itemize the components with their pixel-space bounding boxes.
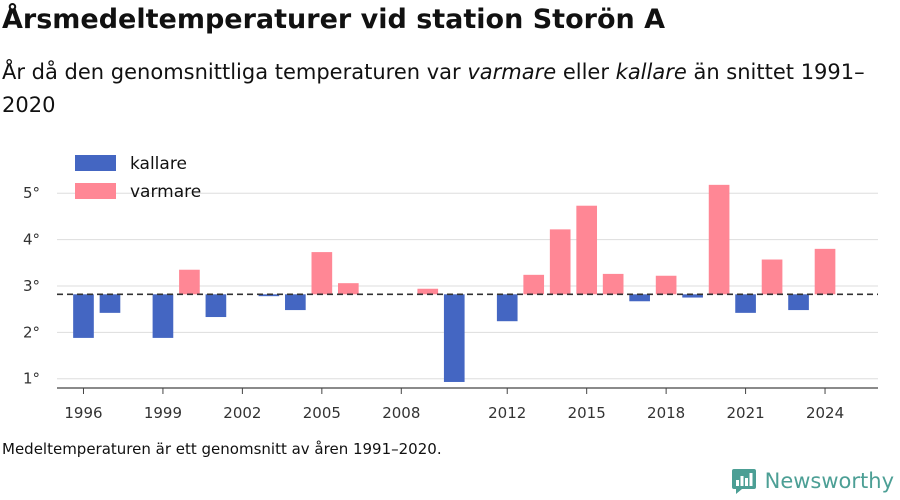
bar-kallare [258,294,280,297]
x-tick-label: 2002 [223,404,261,422]
chart-title: Årsmedeltemperaturer vid station Storön … [2,4,666,35]
brand-name: Newsworthy [764,469,894,493]
y-tick-label: 1° [23,370,40,388]
x-tick-label: 2008 [382,404,420,422]
y-tick-label: 5° [23,184,40,202]
bar-kallare [99,294,121,313]
y-tick-label: 2° [23,323,40,341]
bar-kallare [443,294,465,382]
legend-label-varmare: varmare [130,182,201,202]
x-tick-label: 2012 [488,404,526,422]
legend-label-kallare: kallare [130,154,187,174]
x-tick-label: 2024 [806,404,844,422]
bar-kallare [735,294,756,313]
subtitle-warmer-word: varmare [467,60,557,84]
brand-logo: Newsworthy [731,467,894,495]
bar-kallare [629,294,650,302]
bar-kallare [496,294,518,322]
bar-kallare [682,294,703,298]
bar-kallare [205,294,227,318]
footnote: Medeltemperaturen är ett genomsnitt av å… [2,440,442,458]
bar-varmare [576,205,598,295]
bar-varmare [814,248,836,295]
x-tick-label: 2005 [303,404,341,422]
chart-subtitle: År då den genomsnittliga temperaturen va… [2,56,882,122]
bar-varmare [708,184,730,295]
legend-swatch-varmare [75,183,116,199]
bar-varmare [549,229,571,295]
bar-kallare [285,294,306,311]
bar-varmare [337,283,359,295]
bar-varmare [602,273,624,295]
x-tick-label: 1996 [64,404,102,422]
newsworthy-logo-icon [731,469,756,494]
bar-kallare [73,294,94,338]
y-tick-label: 4° [23,231,40,249]
bar-varmare [761,259,783,295]
x-tick-label: 2015 [568,404,606,422]
subtitle-colder-word: kallare [615,60,687,84]
bar-varmare [179,269,200,295]
subtitle-part: eller [556,60,616,84]
subtitle-part: År då den genomsnittliga temperaturen va… [2,60,468,84]
subtitle-part: än snittet 1991–2020 [2,60,865,117]
bar-varmare [417,288,439,295]
bar-varmare [311,252,333,295]
x-tick-label: 1999 [144,404,182,422]
x-tick-label: 2021 [726,404,764,422]
x-tick-label: 2018 [647,404,685,422]
bar-varmare [523,274,545,295]
bar-kallare [788,294,809,311]
bar-kallare [152,294,174,338]
legend-swatch-kallare [75,155,116,171]
y-tick-label: 3° [23,277,40,295]
temperature-bar-chart: 1° 2° 3° 4° 5° 1996 1999 2002 2005 2008 2012 2015 20… [23,154,878,422]
bar-varmare [655,275,677,295]
